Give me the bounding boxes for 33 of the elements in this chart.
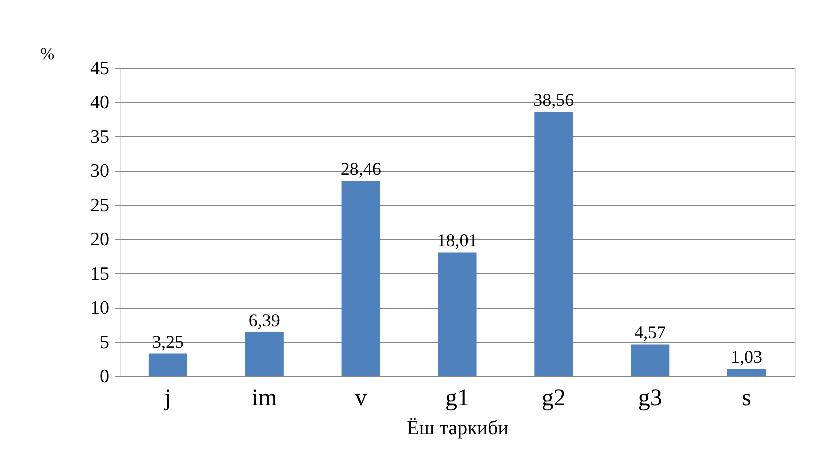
data-label: 28,46	[340, 159, 382, 180]
bar	[534, 112, 574, 376]
bar	[342, 181, 380, 376]
y-tick-label: 25	[90, 195, 110, 216]
data-label: 1,03	[731, 346, 763, 367]
x-tick-label: v	[355, 386, 368, 412]
bar	[245, 332, 284, 376]
bar	[148, 354, 188, 376]
y-tick-label: 10	[90, 298, 110, 320]
bar	[631, 344, 670, 376]
x-axis-title: Ёш таркиби	[407, 418, 510, 440]
bar	[728, 368, 766, 376]
y-tick-label: 5	[100, 332, 110, 354]
y-tick-label: 15	[90, 264, 110, 285]
y-tick-label: 0	[100, 366, 110, 388]
data-label: 4,57	[634, 322, 666, 343]
x-tick-label: g1	[446, 386, 470, 412]
y-tick-label: 30	[90, 161, 110, 182]
x-tick-label: im	[252, 386, 278, 412]
bar	[438, 252, 477, 376]
data-label: 18,01	[437, 230, 478, 251]
data-label: 6,39	[248, 310, 280, 330]
x-tick-label: s	[742, 386, 752, 412]
y-tick-label: 40	[90, 92, 110, 114]
data-label: 38,56	[534, 90, 574, 110]
y-tick-label: 20	[90, 230, 110, 251]
y-tick-label: 35	[90, 126, 110, 148]
y-tick-label: 45	[90, 58, 110, 80]
data-label: 3,25	[152, 332, 184, 352]
y-axis-title: %	[40, 44, 55, 64]
x-tick-label: j	[164, 386, 172, 412]
x-tick-label: g2	[542, 386, 566, 412]
x-tick-label: g3	[638, 386, 662, 412]
